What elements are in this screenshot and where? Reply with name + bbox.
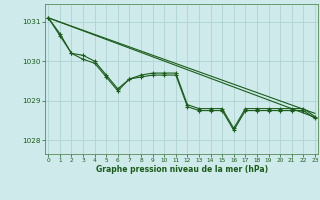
X-axis label: Graphe pression niveau de la mer (hPa): Graphe pression niveau de la mer (hPa) xyxy=(96,165,268,174)
